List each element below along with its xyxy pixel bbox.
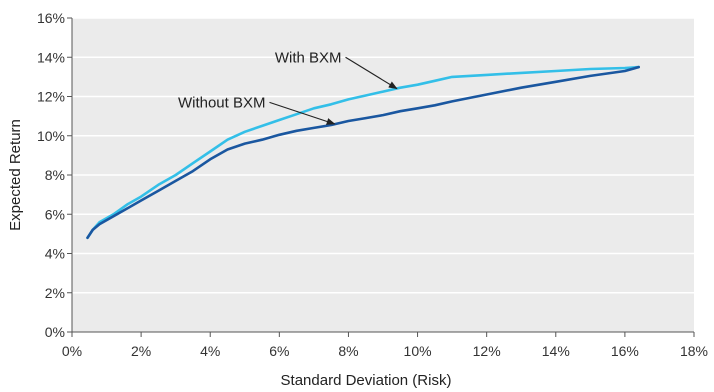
y-tick-label: 2% — [45, 285, 65, 301]
annotation-label-with-bxm: With BXM — [275, 49, 342, 66]
annotation-label-without-bxm: Without BXM — [178, 94, 266, 111]
y-tick-label: 10% — [37, 128, 65, 144]
axes: 0% 2% 4% 6% 8% 10% 12% 14% 16% 0% 2% 4% 6% 8% 10% 12% 14… — [37, 10, 708, 359]
x-tick-label: 0% — [62, 343, 82, 359]
x-tick-label: 10% — [404, 343, 432, 359]
x-tick-label: 8% — [338, 343, 358, 359]
y-axis-label: Expected Return — [7, 119, 24, 231]
series-line-with-bxm — [86, 65, 641, 240]
series-lines — [86, 65, 641, 240]
x-tick-label: 6% — [269, 343, 289, 359]
x-tick-label: 16% — [611, 343, 639, 359]
series-line-without-bxm — [86, 65, 641, 240]
annotation-arrow-without-bxm — [269, 101, 336, 125]
y-tick-label: 12% — [37, 89, 65, 105]
x-tick-label: 14% — [542, 343, 570, 359]
y-tick-label: 6% — [45, 206, 65, 222]
x-tick-label: 2% — [131, 343, 151, 359]
annotations: With BXM Without BXM — [178, 49, 398, 125]
y-tick-label: 14% — [37, 49, 65, 65]
x-tick-label: 4% — [200, 343, 220, 359]
y-tick-label: 0% — [45, 324, 65, 340]
annotation-arrow-with-bxm — [345, 56, 398, 90]
x-axis-label: Standard Deviation (Risk) — [281, 372, 452, 389]
y-tick-label: 8% — [45, 167, 65, 183]
y-tick-label: 16% — [37, 10, 65, 26]
x-tick-label: 12% — [473, 343, 501, 359]
x-tick-label: 18% — [680, 343, 708, 359]
y-tick-label: 4% — [45, 246, 65, 262]
